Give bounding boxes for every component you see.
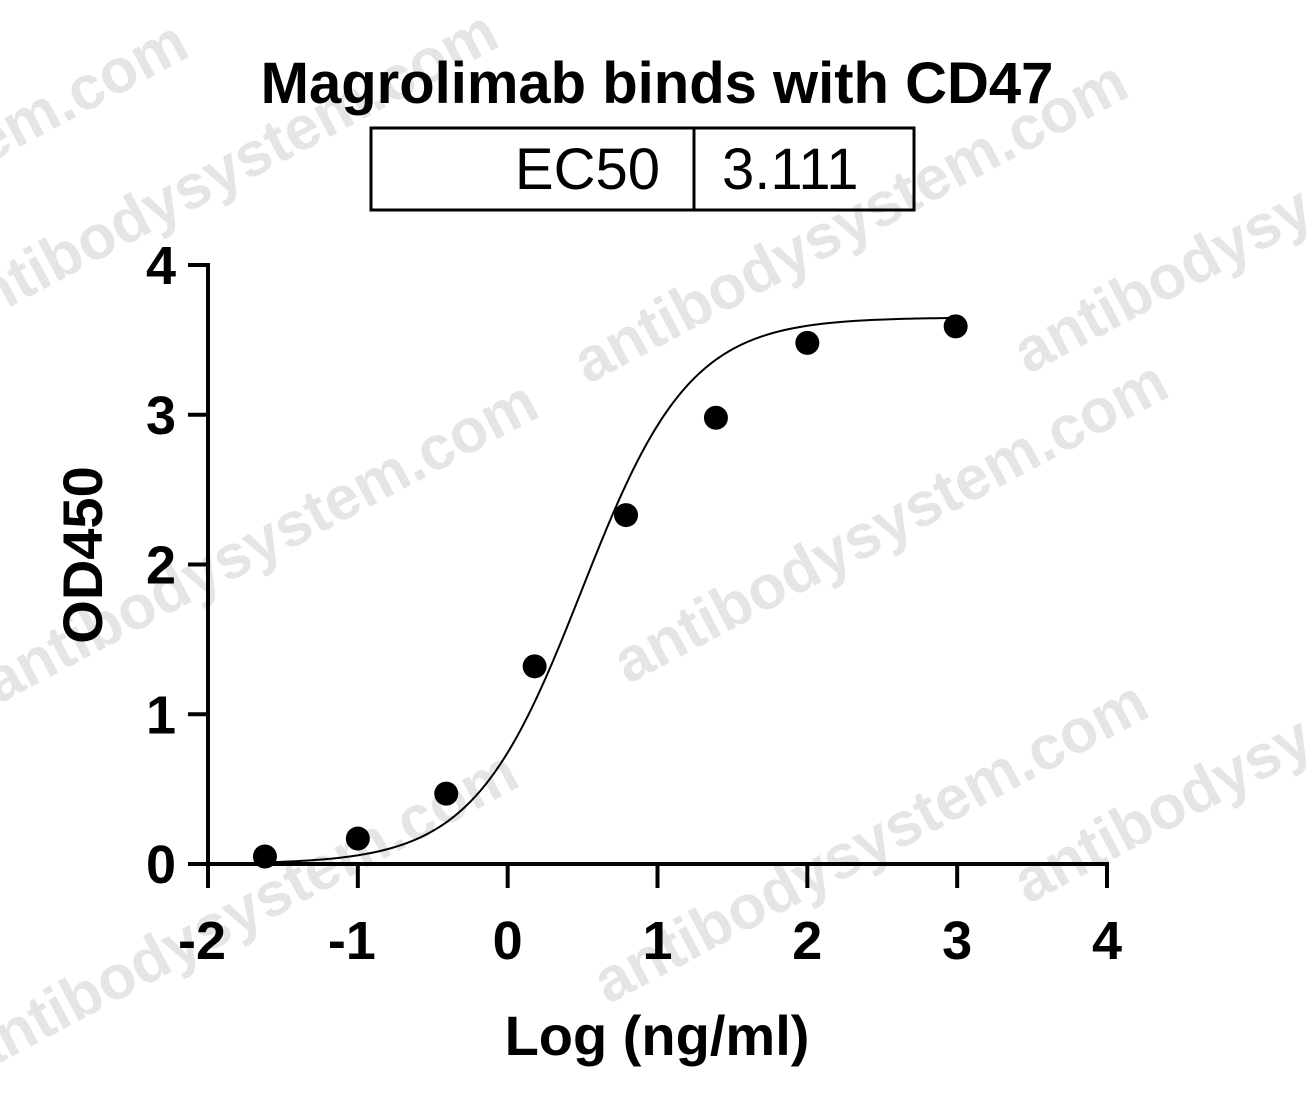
x-ticks: -2 -1 0 1 2 3 4 (178, 864, 1122, 971)
data-point (252, 844, 277, 869)
ec50-label: EC50 (515, 137, 660, 202)
y-tick-label: 3 (146, 386, 176, 446)
x-tick-label: 3 (942, 911, 972, 971)
data-points (252, 314, 968, 869)
y-tick-label: 4 (146, 236, 176, 296)
data-point (943, 314, 968, 339)
y-tick-label: 1 (146, 685, 176, 745)
data-point (522, 654, 547, 679)
y-tick-label: 2 (146, 536, 176, 596)
x-tick-label: 1 (642, 911, 672, 971)
data-point (614, 503, 639, 528)
x-tick-label: -1 (328, 911, 376, 971)
fit-curve (264, 316, 958, 864)
ec50-table: EC50 3.111 (369, 126, 916, 212)
data-point (795, 330, 820, 355)
chart-title: Magrolimab binds with CD47 (261, 51, 1054, 116)
y-axis-title: OD450 (51, 466, 114, 643)
data-point (703, 405, 728, 430)
x-tick-label: 2 (792, 911, 822, 971)
x-tick-label: 4 (1092, 911, 1122, 971)
x-axis-title: Log (ng/ml) (505, 1004, 810, 1067)
ec50-table-border (369, 126, 916, 212)
x-tick-label: -2 (178, 911, 226, 971)
watermark-text: antibodysystem.com (602, 347, 1179, 697)
x-tick-label: 0 (493, 911, 523, 971)
y-ticks: 0 1 2 3 4 (146, 236, 208, 895)
y-tick-label: 0 (146, 835, 176, 895)
ec50-value: 3.111 (722, 137, 859, 202)
data-point (434, 781, 459, 806)
data-point (345, 826, 370, 851)
